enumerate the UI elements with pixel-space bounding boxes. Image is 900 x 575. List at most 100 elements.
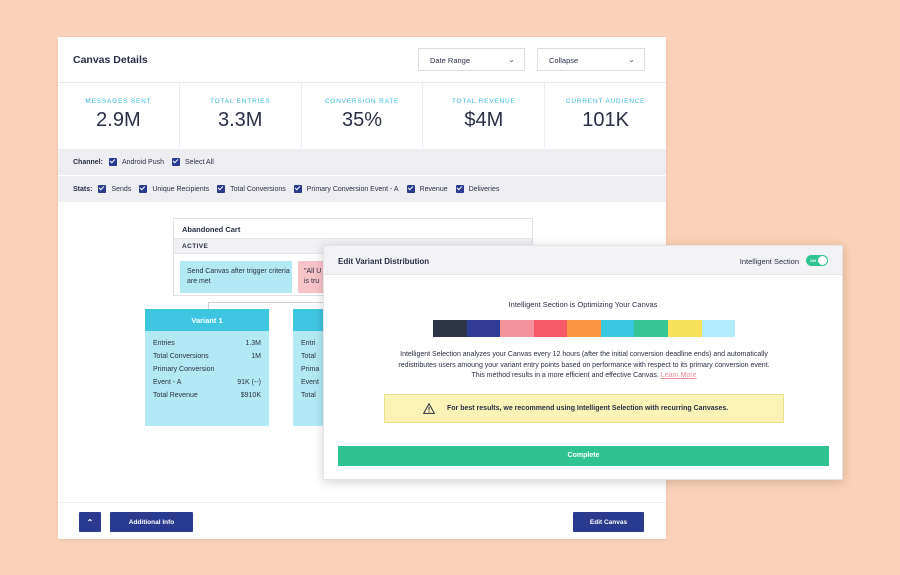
description-text: Intelligent Selection analyzes your Canv… <box>398 351 770 379</box>
checkbox-label: Deliveries <box>468 185 500 193</box>
chevron-down-icon: ⌄ <box>508 55 515 64</box>
complete-button[interactable]: Complete <box>338 446 829 466</box>
stat-value: 91K (--) <box>237 379 261 386</box>
chevron-up-icon: ⌃ <box>86 518 94 527</box>
checkbox-revenue[interactable]: Revenue <box>406 185 448 193</box>
flow-connector <box>208 302 368 303</box>
checkbox-label: Revenue <box>419 185 448 193</box>
checkbox-select-all[interactable]: Select All <box>171 158 214 166</box>
stat-label: Event - A <box>153 379 182 386</box>
stat-label: Total Conversions <box>153 353 209 360</box>
stat-label: TOTAL ENTRIES <box>209 98 271 105</box>
stat-label: TOTAL REVENUE <box>451 98 516 105</box>
date-range-dropdown[interactable]: Date Range ⌄ <box>418 48 525 71</box>
stat-value: 3.3M <box>217 109 263 131</box>
edit-canvas-button[interactable]: Edit Canvas <box>573 512 644 532</box>
stat-value: 101K <box>582 109 629 131</box>
checkbox-sends[interactable]: Sends <box>98 185 131 193</box>
variant-stat-row: Prima <box>293 363 333 376</box>
stat-value: $4M <box>464 109 504 131</box>
checkbox-android-push[interactable]: Android Push <box>108 158 164 166</box>
stat-conversion-rate: CONVERSION RATE 35% <box>302 83 424 148</box>
collapse-label: Collapse <box>549 56 579 65</box>
distribution-segment-2 <box>466 320 501 337</box>
stat-label: CURRENT AUDIENCE <box>565 98 646 105</box>
variant-stat-row: Total Revenue $910K <box>145 389 269 402</box>
variant-stat-row: Primary Conversion <box>145 363 269 376</box>
distribution-segment-8 <box>667 320 702 337</box>
checkbox-checked-icon <box>455 185 464 193</box>
collapse-dropdown[interactable]: Collapse ⌄ <box>537 48 645 71</box>
stat-value: 1.3M <box>245 340 261 347</box>
checkbox-label: Unique Recipients <box>152 185 210 193</box>
checkbox-label: Android Push <box>121 158 164 166</box>
additional-info-button[interactable]: Additional Info <box>110 512 193 532</box>
stat-value: 35% <box>341 109 382 131</box>
modal-title: Edit Variant Distribution <box>338 257 430 266</box>
audience-line: is tru <box>304 278 320 285</box>
warning-text: For best results, we recommend using Int… <box>447 405 729 412</box>
checkbox-checked-icon <box>108 158 117 166</box>
checkbox-deliveries[interactable]: Deliveries <box>455 185 500 193</box>
date-range-label: Date Range <box>430 56 471 65</box>
stat-total-entries: TOTAL ENTRIES 3.3M <box>180 83 302 148</box>
channel-filter-bar: Channel: Android Push Select All <box>58 149 666 175</box>
checkbox-total-conversions[interactable]: Total Conversions <box>217 185 286 193</box>
checkbox-label: Sends <box>111 185 132 193</box>
stat-label: Total Revenue <box>153 392 198 399</box>
distribution-segment-7 <box>634 320 668 337</box>
warning-banner: For best results, we recommend using Int… <box>384 394 784 423</box>
flow-connector <box>208 302 209 309</box>
toggle-knob <box>818 256 827 265</box>
stat-label: Total <box>301 353 316 360</box>
edit-variant-distribution-modal: Edit Variant Distribution Intelligent Se… <box>323 245 843 480</box>
stat-label: Event <box>301 379 319 386</box>
variant-stat-row: Entri <box>293 337 333 350</box>
variant-1-card[interactable]: Variant 1 Entries 1.3M Total Conversions 1… <box>145 309 269 426</box>
checkbox-label: Primary Conversion Event - A <box>306 185 399 193</box>
stat-label: MESSAGES SENT <box>85 98 152 105</box>
audience-line: "All U <box>304 268 322 275</box>
collapse-up-button[interactable]: ⌃ <box>79 512 101 532</box>
distribution-segment-9 <box>701 320 736 337</box>
stats-row: MESSAGES SENT 2.9M TOTAL ENTRIES 3.3M CO… <box>58 83 666 148</box>
stat-current-audience: CURRENT AUDIENCE 101K <box>545 83 666 148</box>
warning-icon <box>423 403 435 414</box>
toggle-label: Intelligent Section <box>739 257 799 266</box>
panel-header: Canvas Details Date Range ⌄ Collapse ⌄ <box>58 37 666 83</box>
checkbox-checked-icon <box>217 185 226 193</box>
variant-stat-row: Total Conversions 1M <box>145 350 269 363</box>
panel-footer: ⌃ Additional Info Edit Canvas <box>58 502 666 539</box>
toggle-state: ON <box>810 258 816 263</box>
chevron-down-icon: ⌄ <box>628 55 635 64</box>
variant-title: Variant 1 <box>145 309 269 331</box>
variant-stat-row: Entries 1.3M <box>145 337 269 350</box>
stat-label: Entri <box>301 340 316 347</box>
stat-value: 1M <box>251 353 261 360</box>
stat-label: Prima <box>301 366 320 373</box>
distribution-segment-6 <box>600 320 635 337</box>
trigger-description: Send Canvas after trigger criteria are m… <box>180 261 292 293</box>
modal-description: Intelligent Selection analyzes your Canv… <box>394 350 774 382</box>
checkbox-label: Select All <box>184 158 214 166</box>
channel-label: Channel: <box>73 158 103 166</box>
checkbox-checked-icon <box>98 185 107 193</box>
stats-filter-label: Stats: <box>73 185 93 193</box>
intelligent-section-toggle[interactable]: ON <box>806 255 828 266</box>
stat-messages-sent: MESSAGES SENT 2.9M <box>58 83 180 148</box>
stat-total-revenue: TOTAL REVENUE $4M <box>423 83 546 148</box>
variant-stat-row: Total <box>293 389 333 402</box>
stat-label: Primary Conversion <box>153 366 215 373</box>
stat-value: 2.9M <box>96 109 141 131</box>
learn-more-link[interactable]: Learn More <box>660 372 697 379</box>
checkbox-checked-icon <box>293 185 302 193</box>
checkbox-label: Total Conversions <box>230 185 286 193</box>
variant-stat-row: Event <box>293 376 333 389</box>
checkbox-primary-conversion-event[interactable]: Primary Conversion Event - A <box>293 185 399 193</box>
distribution-segment-3 <box>500 320 534 337</box>
variant-stat-row: Total <box>293 350 333 363</box>
modal-header: Edit Variant Distribution Intelligent Se… <box>324 246 842 275</box>
checkbox-unique-recipients[interactable]: Unique Recipients <box>139 185 209 193</box>
distribution-segment-5 <box>567 320 601 337</box>
stats-filter-bar: Stats: Sends Unique Recipients Total Con… <box>58 176 666 202</box>
